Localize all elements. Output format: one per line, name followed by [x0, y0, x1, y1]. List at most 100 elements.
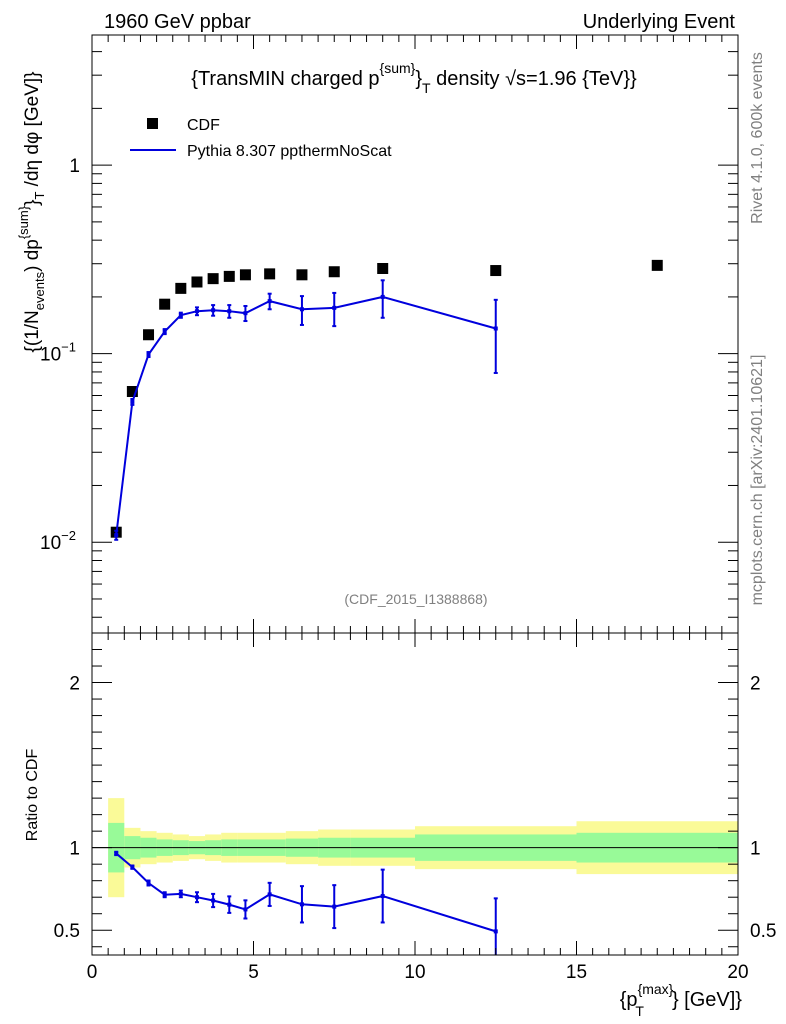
ratio-data-point: [178, 891, 183, 896]
pythia-data-point: [130, 399, 135, 404]
ylabel-sub-events: events: [32, 271, 47, 310]
x-tick-label: 15: [566, 962, 587, 983]
mcplots-label: mcplots.cern.ch [arXiv:2401.10621]: [749, 355, 766, 606]
ratio-y-tick-label-right: 1: [750, 839, 761, 860]
title-sub: T: [422, 80, 431, 96]
cdf-data-point: [377, 262, 389, 274]
ratio-frame: [91, 632, 739, 956]
pythia-data-point: [299, 307, 304, 312]
y-tick-base: 10: [40, 533, 61, 554]
ratio-y-tick-label-left: 2: [69, 674, 80, 695]
cdf-data-point: [143, 329, 155, 341]
cdf-data-point: [207, 273, 219, 285]
y-tick-exponent: −2: [61, 528, 76, 543]
ylabel-sub-t: T: [32, 192, 47, 200]
x-tick-label: 10: [404, 962, 425, 983]
rivet-version-label: Rivet 4.1.0, 600k events: [749, 52, 766, 224]
pythia-data-point: [162, 329, 167, 334]
ratio-data-point: [211, 898, 216, 903]
cdf-data-point: [126, 386, 138, 398]
cdf-data-point: [159, 298, 171, 310]
ratio-data-point: [114, 851, 119, 856]
ratio-data-point: [267, 892, 272, 897]
y-tick-label: 1: [69, 156, 80, 177]
pythia-data-point: [493, 326, 498, 331]
header-left-label: 1960 GeV ppbar: [104, 11, 251, 33]
plot-title: {TransMIN charged p{sum}}T density √s=1.…: [191, 60, 637, 96]
ratio-y-tick-label-left: 1: [69, 839, 80, 860]
pythia-data-point: [194, 309, 199, 314]
ratio-axis-ticks: [91, 633, 739, 955]
ratio-data-point: [194, 895, 199, 900]
main-series-group: [110, 259, 663, 541]
ratio-data-point: [162, 892, 167, 897]
main-y-tick-labels: 110−110−2: [40, 156, 80, 554]
legend-pythia-label: Pythia 8.307 ppthermNoScat: [187, 143, 392, 160]
cdf-data-point: [175, 282, 187, 294]
pythia-data-point: [243, 311, 248, 316]
xlabel-sub: T: [635, 1003, 644, 1019]
ratio-y-tick-label-right: 0.5: [750, 921, 776, 942]
cdf-data-point: [191, 276, 203, 288]
ratio-y-tick-label-right: 2: [750, 674, 761, 695]
ratio-data-point: [493, 929, 498, 934]
xlabel-post: } [GeV]}: [672, 989, 742, 1011]
title-sup: {sum}: [380, 60, 416, 76]
ratio-data-point: [299, 902, 304, 907]
x-tick-label: 5: [248, 962, 259, 983]
x-tick-label: 20: [727, 962, 748, 983]
pythia-data-point: [380, 294, 385, 299]
main-y-axis-label: {(1/Nevents) dp{sum}}T /dη dφ [GeV]}: [16, 72, 47, 353]
ratio-data-point: [380, 894, 385, 899]
ratio-y-tick-labels: 0.5 0.5 1 1 2 2: [54, 674, 777, 943]
ratio-y-tick-label-left: 0.5: [54, 921, 80, 942]
pythia-data-point: [146, 352, 151, 357]
pythia-data-point: [178, 313, 183, 318]
title-mid: }: [415, 68, 422, 90]
ratio-data-point: [332, 904, 337, 909]
pythia-data-point: [227, 309, 232, 314]
pythia-data-point: [332, 305, 337, 310]
cdf-data-point: [296, 269, 308, 281]
pythia-data-point: [267, 299, 272, 304]
ratio-data-point: [146, 881, 151, 886]
cdf-data-point: [239, 269, 251, 281]
ylabel-tail: /dη dφ [GeV]}: [22, 72, 43, 192]
legend: CDF Pythia 8.307 ppthermNoScat: [130, 117, 392, 160]
xlabel-sup: {max}: [638, 981, 674, 997]
cdf-data-point: [490, 265, 502, 277]
legend-cdf-marker: [147, 118, 158, 129]
x-axis-label: {p{max} T } [GeV]}: [620, 981, 743, 1019]
ratio-data-point: [130, 865, 135, 870]
x-tick-label: 0: [87, 962, 98, 983]
pythia-data-point: [211, 308, 216, 313]
legend-cdf-label: CDF: [187, 117, 220, 134]
main-panel: 110−110−2 {TransMIN charged p{sum}}T den…: [16, 34, 739, 634]
x-tick-labels: 0 5 10 15 20: [87, 962, 749, 983]
title-pre: {TransMIN charged p: [191, 68, 379, 90]
ratio-panel: 0.5 0.5 1 1 2 2 0 5 10 15 20 Ratio to CDF {p{max}…: [24, 632, 777, 1019]
ratio-series-group: [114, 850, 498, 955]
cdf-data-point: [223, 270, 235, 282]
y-tick-base: 10: [40, 345, 61, 366]
main-axis-ticks: [91, 35, 739, 633]
ratio-line: [115, 852, 497, 933]
xlabel-pre: {p: [620, 989, 638, 1011]
cdf-data-point: [264, 268, 276, 280]
ratio-data-point: [243, 907, 248, 912]
y-tick-label: 10−2: [40, 528, 76, 554]
analysis-watermark: (CDF_2015_I1388868): [344, 591, 487, 607]
header-right-label: Underlying Event: [583, 11, 736, 33]
y-tick-label: 10−1: [40, 340, 76, 366]
cdf-data-point: [328, 266, 340, 278]
ylabel-mid: ) dp: [22, 239, 43, 272]
pythia-data-point: [114, 533, 119, 538]
ylabel-sup-sum: {sum}: [16, 205, 31, 239]
title-sqrt: √s=1.96 {TeV}}: [505, 68, 637, 90]
y-tick-exponent: −1: [61, 340, 76, 355]
title-post: density: [431, 68, 505, 90]
ratio-y-axis-label: Ratio to CDF: [24, 749, 41, 842]
ratio-data-point: [227, 902, 232, 907]
cdf-data-point: [651, 259, 663, 271]
